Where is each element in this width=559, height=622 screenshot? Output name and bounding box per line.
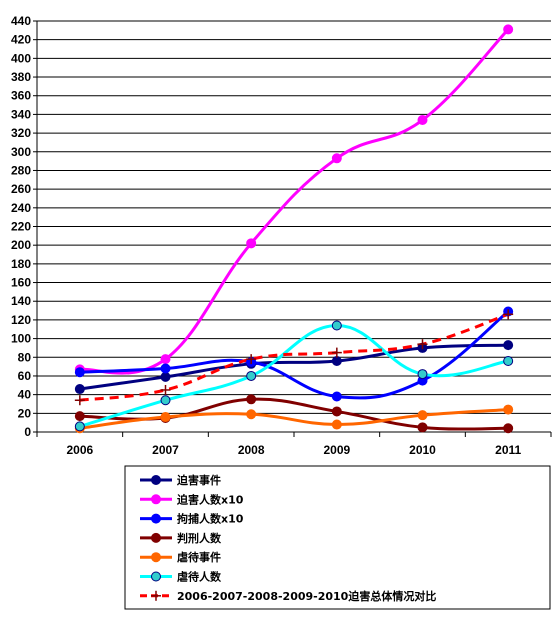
data-point <box>417 115 428 126</box>
series-line-1 <box>79 343 509 391</box>
series-line-5 <box>79 408 509 430</box>
legend-swatch-marker <box>151 513 161 524</box>
x-tick-label: 2011 <box>495 443 521 457</box>
data-point <box>331 406 342 417</box>
legend-label: 虐待人数 <box>177 570 222 584</box>
data-point <box>331 153 342 164</box>
series-line-7 <box>79 312 509 402</box>
legend-label: 虐待事件 <box>177 550 221 564</box>
x-tick-label: 2007 <box>152 443 179 457</box>
data-point <box>160 371 171 382</box>
y-tick-label: 200 <box>11 238 31 252</box>
y-tick-label: 0 <box>24 425 31 439</box>
y-tick-label: 160 <box>11 276 31 290</box>
legend-entry: 虐待人数 <box>140 570 222 584</box>
y-tick-label: 440 <box>11 14 31 28</box>
y-tick-label: 400 <box>11 51 31 65</box>
data-point <box>74 395 85 406</box>
series-markers <box>74 24 514 434</box>
data-point <box>331 391 342 402</box>
legend-box <box>124 465 551 610</box>
legend-swatch-marker <box>151 494 161 505</box>
y-tick-label: 140 <box>11 294 31 308</box>
legend-entry: 2006-2007-2008-2009-2010迫害总体情况对比 <box>140 589 436 603</box>
legend-entry: 拘捕人数x10 <box>140 512 244 526</box>
data-point <box>74 384 85 395</box>
y-tick-label: 120 <box>11 313 31 327</box>
data-point <box>503 24 514 35</box>
data-point <box>417 339 428 350</box>
series-line-6 <box>79 324 509 428</box>
data-point <box>160 395 171 406</box>
legend-label: 2006-2007-2008-2009-2010迫害总体情况对比 <box>177 589 436 603</box>
y-axis-ticks: 0 20 40 60 80 100 120 140 160 180 200 220 240 260 280 3… <box>11 14 31 439</box>
data-point <box>74 411 85 422</box>
y-tick-label: 420 <box>11 33 31 47</box>
legend-entry: 判刑人数 <box>140 531 222 545</box>
data-point <box>246 354 257 365</box>
y-tick-label: 240 <box>11 201 31 215</box>
legend-entry: 迫害事件 <box>140 473 221 487</box>
y-tick-label: 60 <box>18 369 32 383</box>
data-point <box>331 356 342 367</box>
y-tick-label: 180 <box>11 257 31 271</box>
y-tick-label: 40 <box>18 388 32 402</box>
y-tick-label: 280 <box>11 163 31 177</box>
y-tick-label: 380 <box>11 70 31 84</box>
legend-swatch-marker <box>151 552 161 563</box>
legend-entry: 迫害人数x10 <box>140 492 244 506</box>
data-point <box>417 369 428 380</box>
data-point <box>331 347 342 358</box>
y-tick-label: 360 <box>11 89 31 103</box>
legend-label: 判刑人数 <box>177 531 222 545</box>
y-tick-label: 20 <box>18 406 32 420</box>
data-point <box>503 309 514 320</box>
y-tick-label: 220 <box>11 220 31 234</box>
data-point <box>417 410 428 421</box>
data-point <box>503 340 514 351</box>
y-tick-label: 100 <box>11 332 31 346</box>
data-point <box>331 419 342 430</box>
legend-label: 迫害人数x10 <box>176 492 244 506</box>
data-point <box>246 370 257 381</box>
legend-label: 拘捕人数x10 <box>177 512 244 526</box>
data-point <box>503 423 514 434</box>
legend-swatch-marker <box>151 571 161 582</box>
data-point <box>160 384 171 395</box>
data-point <box>417 422 428 433</box>
data-point <box>331 320 342 331</box>
y-tick-label: 260 <box>11 182 31 196</box>
y-tick-label: 340 <box>11 107 31 121</box>
legend-entry: 虐待事件 <box>140 550 221 564</box>
x-tick-label: 2008 <box>238 443 265 457</box>
x-axis-ticks: 2006 2007 2008 2009 2010 2011 <box>66 443 521 457</box>
y-tick-label: 320 <box>11 126 31 140</box>
data-point <box>160 354 171 365</box>
series-line-3 <box>79 310 510 400</box>
y-tick-label: 300 <box>11 145 31 159</box>
data-point <box>74 367 85 378</box>
axes <box>33 20 552 437</box>
data-point <box>246 394 257 405</box>
data-point <box>246 238 257 249</box>
x-tick-label: 2006 <box>66 443 93 457</box>
legend-label: 迫害事件 <box>176 473 221 487</box>
data-point <box>160 412 171 423</box>
data-point <box>503 356 514 367</box>
x-tick-label: 2009 <box>323 443 350 457</box>
data-point <box>74 421 85 432</box>
data-point <box>503 404 514 415</box>
legend-swatch-marker <box>151 590 161 601</box>
legend-swatch-marker <box>151 532 161 543</box>
y-tick-label: 80 <box>18 350 32 364</box>
legend-swatch-marker <box>151 475 161 485</box>
data-point <box>160 363 171 374</box>
x-tick-label: 2010 <box>409 443 436 457</box>
data-point <box>246 409 257 420</box>
